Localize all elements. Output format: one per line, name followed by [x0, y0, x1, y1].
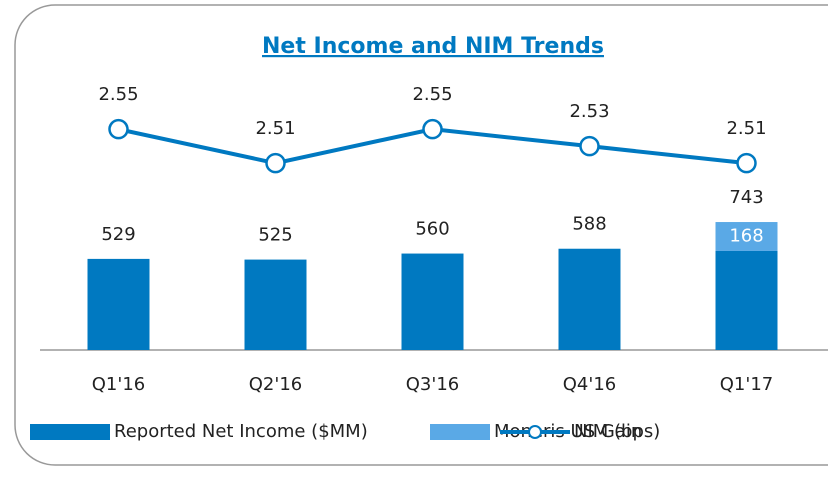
legend-label: Reported Net Income ($MM): [114, 421, 368, 442]
line-marker: [422, 118, 443, 140]
bar: [558, 248, 621, 350]
x-tick-label: Q1'16: [92, 374, 145, 395]
total-label: 743: [729, 187, 763, 208]
total-label: 560: [415, 219, 449, 240]
line-marker: [579, 135, 600, 157]
bar-value-label: 168: [729, 226, 763, 247]
line-value-label: 2.51: [726, 118, 766, 139]
total-label: 588: [572, 214, 606, 235]
line-marker: [736, 152, 757, 174]
total-label: 529: [101, 224, 135, 245]
frame: [14, 4, 828, 466]
line-marker: [265, 152, 286, 174]
legend-label: NIM (bps): [574, 421, 660, 442]
line-marker: [108, 118, 129, 140]
line-value-label: 2.53: [569, 101, 609, 122]
line-value-label: 2.55: [412, 84, 452, 105]
line-value-label: 2.51: [255, 118, 295, 139]
x-tick-label: Q2'16: [249, 374, 302, 395]
chart-title: Net Income and NIM Trends: [262, 34, 604, 59]
bar: [715, 250, 778, 350]
x-tick-label: Q4'16: [563, 374, 616, 395]
legend-swatch: [30, 424, 110, 440]
legend-marker: [528, 425, 542, 439]
bar: [715, 222, 778, 251]
total-label: 525: [258, 225, 292, 246]
x-tick-label: Q1'17: [720, 374, 773, 395]
line-value-label: 2.55: [98, 84, 138, 105]
bar: [244, 259, 307, 350]
bar: [87, 258, 150, 350]
legend-swatch: [430, 424, 490, 440]
x-tick-label: Q3'16: [406, 374, 459, 395]
bar: [401, 253, 464, 350]
